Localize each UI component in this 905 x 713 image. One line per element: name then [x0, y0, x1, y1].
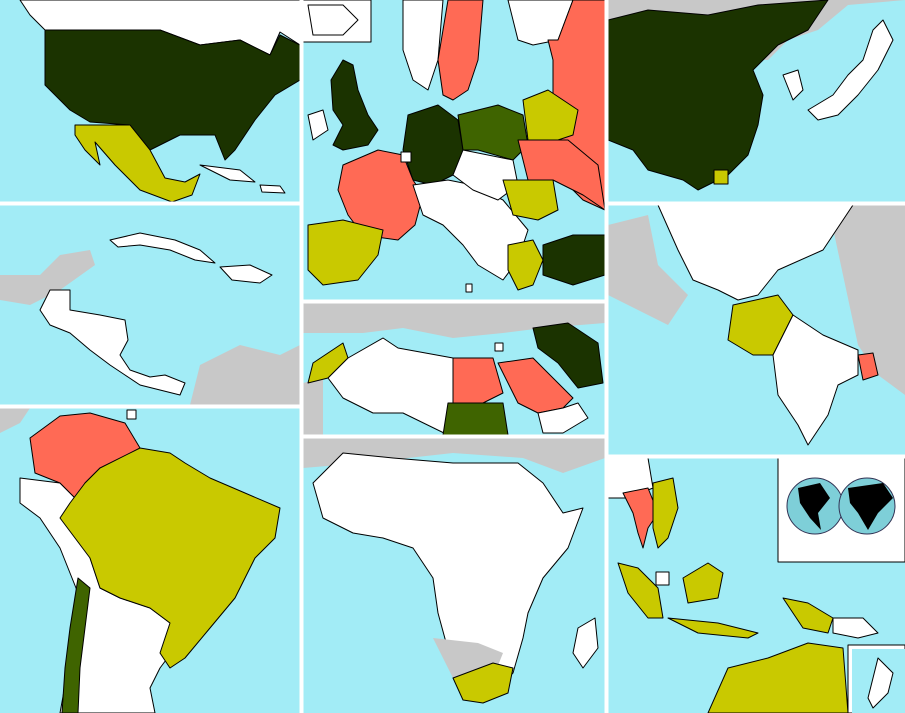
country-highlight[interactable]: [542, 234, 605, 286]
country-highlight[interactable]: [682, 562, 724, 604]
country-highlight[interactable]: [507, 239, 544, 291]
country-highlight[interactable]: [452, 357, 504, 404]
country: [312, 452, 584, 699]
country: [807, 19, 894, 121]
panel-south-america: [0, 408, 300, 713]
country-highlight[interactable]: [330, 59, 379, 151]
panel-south-asia: [608, 205, 905, 455]
country-highlight[interactable]: [307, 219, 384, 286]
country-highlight[interactable]: [617, 562, 664, 619]
land: [190, 345, 300, 405]
marker[interactable]: [465, 283, 473, 293]
country: [537, 402, 589, 434]
panel-southeast-asia: [608, 458, 905, 713]
country-highlight[interactable]: [667, 617, 759, 639]
country: [832, 617, 879, 639]
land: [303, 438, 605, 473]
country-highlight[interactable]: [437, 0, 484, 101]
country: [867, 657, 894, 709]
country-highlight[interactable]: [857, 352, 879, 381]
country-highlight[interactable]: [59, 447, 281, 669]
country: [39, 289, 186, 396]
land: [608, 215, 688, 325]
land: [303, 303, 605, 338]
country: [657, 205, 854, 301]
country: [507, 0, 574, 46]
country-highlight[interactable]: [652, 477, 679, 549]
panel-north-america: [0, 0, 300, 202]
country-highlight[interactable]: [608, 0, 829, 191]
country-highlight[interactable]: [497, 357, 574, 414]
country-highlight[interactable]: [502, 179, 559, 221]
country: [259, 184, 286, 194]
panel-europe: [303, 0, 605, 300]
country: [307, 109, 329, 141]
country: [572, 617, 599, 669]
country-highlight[interactable]: [782, 597, 834, 634]
land: [828, 205, 905, 395]
country: [219, 264, 273, 284]
country-highlight[interactable]: [452, 662, 514, 704]
country-highlight[interactable]: [74, 124, 201, 202]
land: [0, 408, 30, 433]
country-highlight[interactable]: [442, 402, 509, 435]
marker[interactable]: [655, 571, 670, 586]
marker[interactable]: [126, 409, 137, 420]
country-highlight[interactable]: [707, 642, 849, 713]
marker[interactable]: [400, 151, 412, 163]
country: [772, 314, 859, 446]
marker[interactable]: [713, 169, 729, 185]
country-highlight[interactable]: [44, 29, 300, 161]
panel-east-asia: [608, 0, 905, 202]
panel-middle-east: [303, 303, 605, 435]
country: [452, 149, 519, 201]
panel-central-america: [0, 205, 300, 405]
country: [199, 164, 256, 183]
globe-land: [798, 483, 830, 530]
country: [307, 4, 359, 36]
country-highlight[interactable]: [61, 577, 91, 713]
panel-africa: [303, 438, 605, 713]
country: [402, 0, 444, 91]
land: [0, 250, 95, 305]
country-highlight[interactable]: [337, 149, 424, 241]
country: [782, 69, 804, 101]
globe-land: [848, 483, 893, 530]
country: [109, 232, 216, 264]
land: [303, 378, 323, 435]
marker[interactable]: [494, 342, 504, 352]
country-highlight[interactable]: [622, 487, 659, 549]
country-highlight[interactable]: [532, 322, 604, 389]
